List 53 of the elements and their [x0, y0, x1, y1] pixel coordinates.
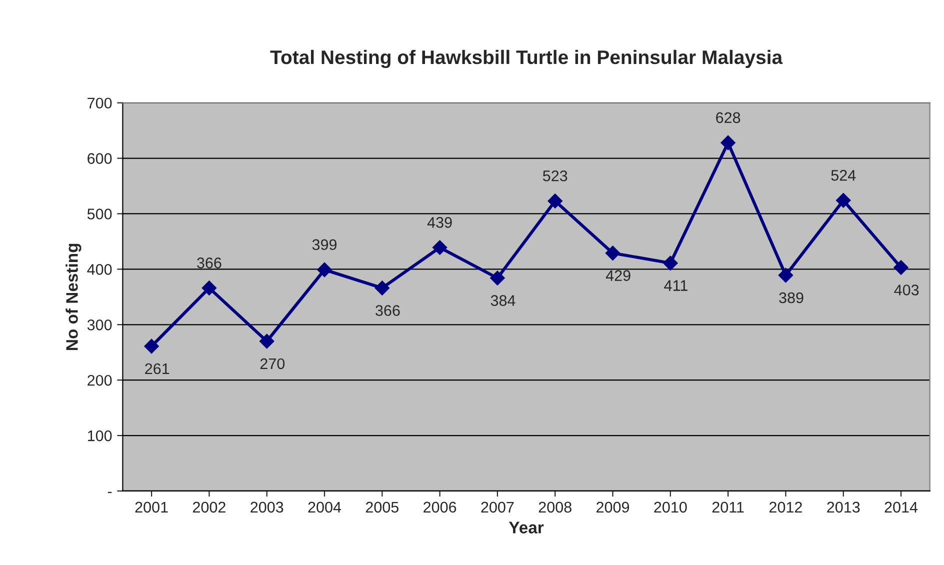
point: [374, 280, 390, 296]
point: [202, 280, 217, 296]
data-label: 403: [894, 284, 919, 296]
data-label: 384: [490, 295, 516, 306]
data-label: 411: [664, 280, 688, 291]
point: [894, 260, 908, 275]
data-label: 439: [427, 217, 452, 228]
y-tick-label: 200: [88, 374, 112, 386]
point: [720, 135, 736, 150]
x-axis-title: Year: [508, 522, 544, 534]
x-tick-label: 2009: [596, 502, 630, 513]
point: [490, 270, 505, 286]
y-tick-label: 500: [87, 208, 112, 220]
data-label: 366: [376, 305, 400, 316]
data-label: 524: [831, 170, 856, 181]
point: [605, 246, 620, 260]
x-tick-label: 2012: [769, 502, 802, 513]
y-axis-title: No of Nesting: [66, 244, 82, 350]
y-tick-label: 700: [88, 98, 112, 109]
point: [548, 194, 562, 208]
x-tick-label: 2008: [538, 502, 572, 513]
y-tick-label: 400: [87, 264, 112, 275]
x-tick-label: 2013: [827, 502, 860, 513]
data-label: 270: [260, 358, 285, 370]
x-tick-label: 2011: [712, 502, 744, 513]
y-tick-label: 600: [88, 153, 112, 164]
x-tick-label: 2006: [424, 502, 456, 513]
x-tick-label: 2004: [308, 502, 342, 513]
point: [259, 334, 274, 349]
y-tick-label: 100: [88, 430, 112, 442]
data-label: 389: [779, 292, 804, 304]
point: [663, 256, 678, 270]
point: [836, 193, 851, 208]
x-tick-label: 2003: [250, 502, 284, 513]
point: [778, 268, 794, 283]
x-tick-label: 2010: [654, 502, 687, 513]
data-label: 366: [197, 258, 222, 268]
y-tick-label: -: [108, 492, 112, 494]
x-tick-label: 2005: [366, 502, 399, 513]
x-tick-label: 2001: [135, 502, 168, 513]
data-label: 261: [145, 363, 170, 374]
y-tick-label: 300: [87, 320, 112, 330]
x-tick-label: 2002: [192, 502, 226, 513]
x-tick-label: 2014: [884, 502, 918, 513]
data-label: 399: [312, 239, 337, 250]
data-label: 429: [606, 270, 630, 281]
x-tick-label: 2007: [481, 502, 514, 513]
data-label: 523: [542, 170, 568, 182]
data-label: 628: [716, 112, 740, 124]
point: [317, 262, 332, 278]
chart-title: Total Nesting of Hawksbill Turtle in Peninsular Malaysia: [270, 50, 783, 68]
point: [432, 240, 448, 255]
point: [144, 338, 159, 354]
